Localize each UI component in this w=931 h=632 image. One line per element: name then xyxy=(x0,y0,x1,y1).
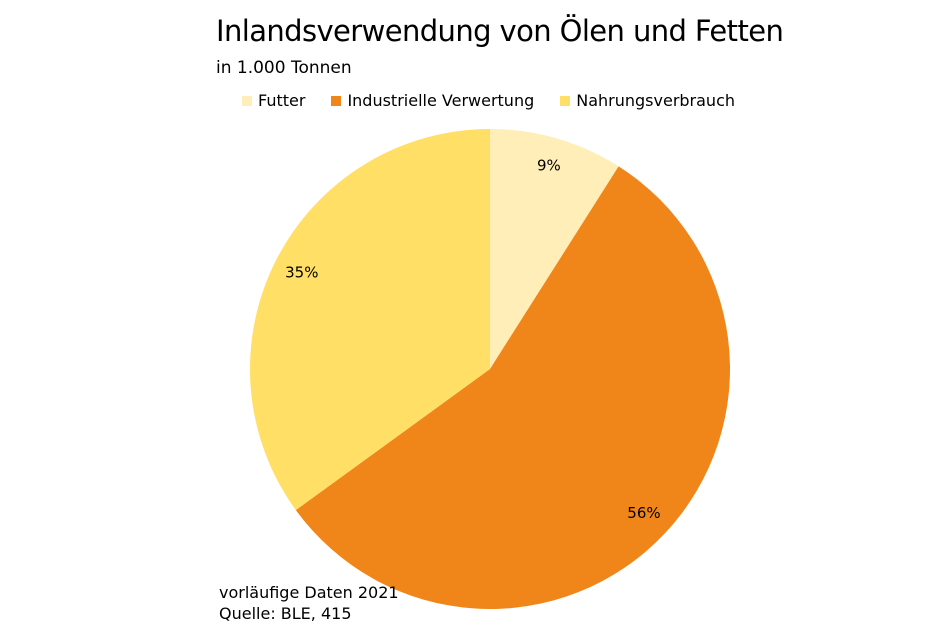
legend-swatch-nahrungsverbrauch xyxy=(560,95,571,106)
chart-subtitle: in 1.000 Tonnen xyxy=(216,58,352,78)
footnote-source: Quelle: BLE, 415 xyxy=(219,604,352,623)
legend-label-industrielle-verwertung: Industrielle Verwertung xyxy=(347,91,535,110)
pie-slices xyxy=(249,129,730,609)
legend-item-nahrungsverbrauch: Nahrungsverbrauch xyxy=(560,91,735,110)
pie-slice-industrielle-verwertung xyxy=(295,166,730,609)
footnote-data-note: vorläufige Daten 2021 xyxy=(219,583,399,602)
legend-label-nahrungsverbrauch: Nahrungsverbrauch xyxy=(576,91,736,110)
pie-slice-nahrungsverbrauch xyxy=(249,129,490,511)
legend-item-futter: Futter xyxy=(242,91,305,110)
legend-label-futter: Futter xyxy=(258,91,306,110)
pie-slice-labels: 9% 56% 35% xyxy=(285,157,660,522)
footnote: vorläufige Daten 2021 Quelle: BLE, 415 xyxy=(219,582,399,624)
legend-swatch-futter xyxy=(242,95,252,106)
pie-slice-futter xyxy=(490,129,619,369)
pie-slice-label-nahrungsverbrauch: 35% xyxy=(285,264,318,282)
legend: Futter Industrielle Verwertung Nahrungsv… xyxy=(242,91,761,110)
pie-slice-label-futter: 9% xyxy=(537,157,561,175)
pie-slice-label-industrielle-verwertung: 56% xyxy=(627,504,660,522)
legend-swatch-industrielle-verwertung xyxy=(331,95,342,106)
legend-item-industrielle-verwertung: Industrielle Verwertung xyxy=(331,91,534,110)
chart-title: Inlandsverwendung von Ölen und Fetten xyxy=(216,14,784,48)
